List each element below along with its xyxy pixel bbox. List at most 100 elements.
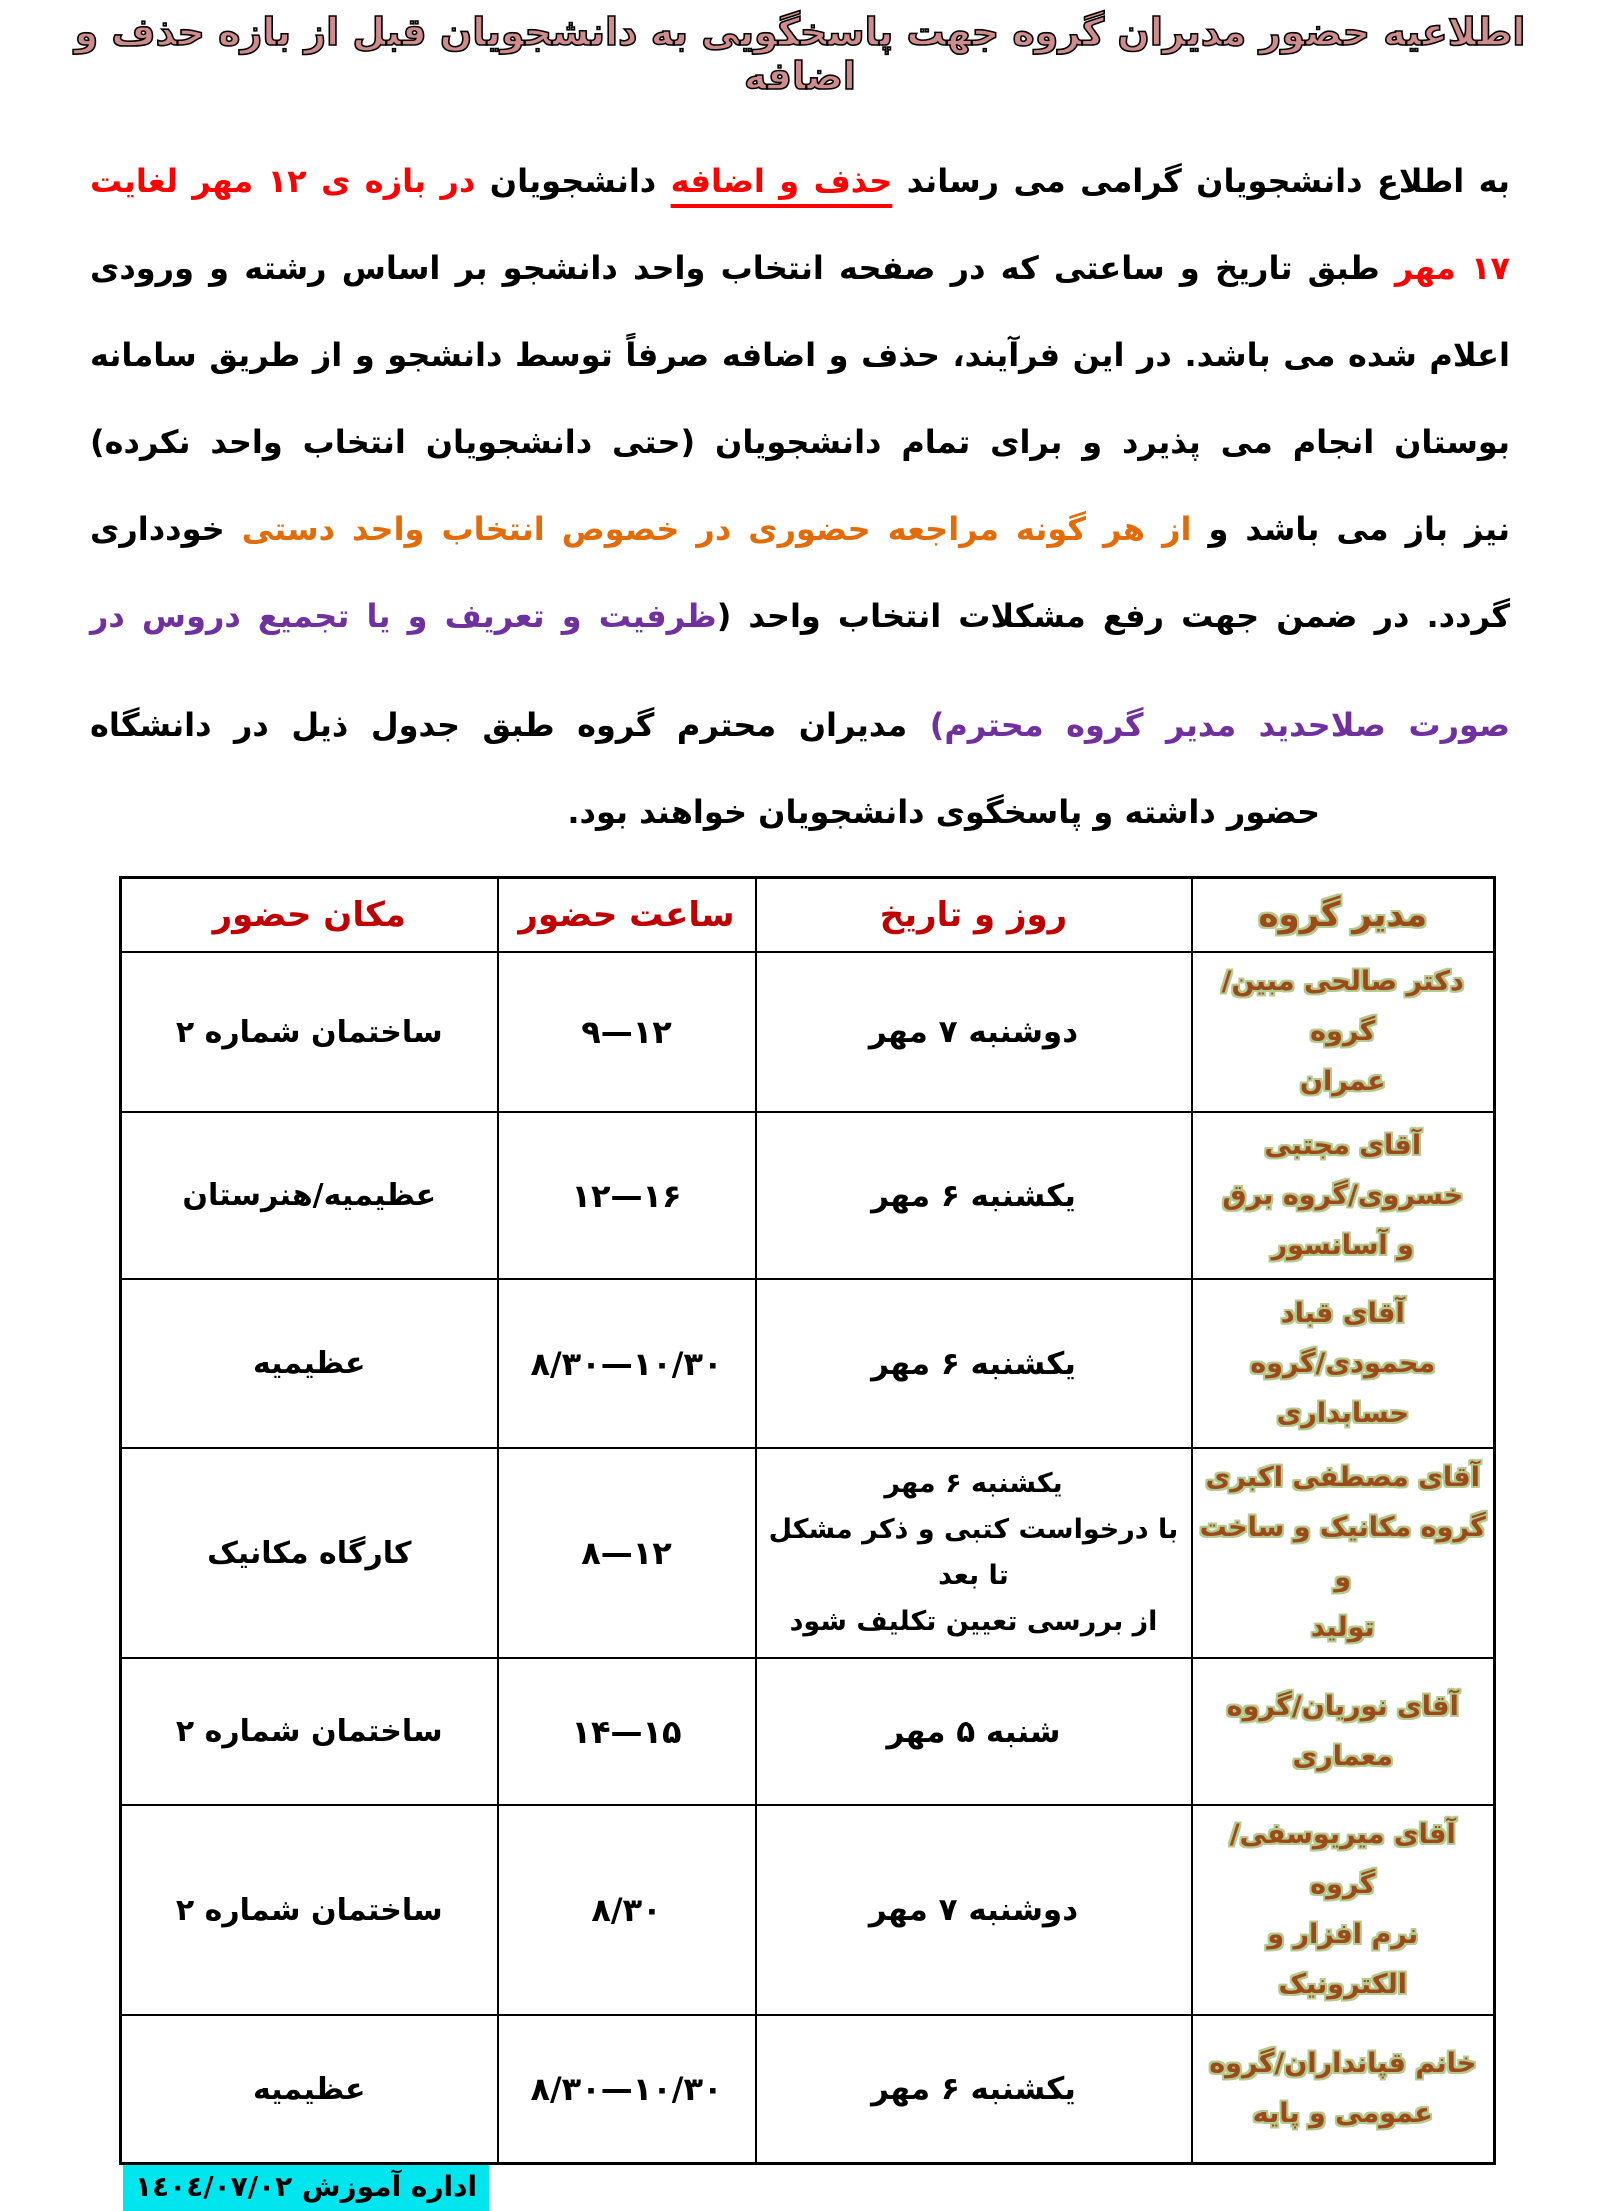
cell-place: ساختمان شماره ۲ [119, 1657, 499, 1806]
footer: اداره آموزش ١٤٠٤/٠٧/٠٢ [0, 2165, 1600, 2211]
time-value: ۱۲—۱۶ [571, 1176, 682, 1215]
page: { "title": "اطلاعیه حضور مدیران گروه جهت… [0, 9, 1600, 2211]
text-segment: مدیران محترم گروه طبق جدول ذیل در دانشگا… [90, 706, 930, 744]
paragraph-line: به اطلاع دانشجویان گرامی می رساند حذف و … [90, 138, 1510, 225]
table-row: آقای میریوسفی/گروه نرم افزار و الکترونیک د… [119, 1804, 1496, 2016]
table-row: آقای مصطفی اکبری گروه مکانیک و ساخت و تولی… [119, 1447, 1496, 1659]
text-segment: اعلام شده می باشد. در این فرآیند، حذف و … [90, 336, 1510, 374]
table-row: خانم قپانداران/گروه عمومی و پایه یکشنبه ۶ … [119, 2014, 1496, 2165]
paragraph-line: بوستان انجام می پذیرد و برای تمام دانشجو… [90, 399, 1510, 486]
cell-date: یکشنبه ۶ مهر [754, 1278, 1193, 1449]
time-value: ۹—۱۲ [581, 1013, 672, 1051]
manager-line: معماری [1292, 1740, 1394, 1772]
manager-line: آقای نوریان/گروه [1226, 1690, 1459, 1722]
date-line: دوشنبه ۷ مهر [868, 1014, 1079, 1050]
manager-line: محمودی/گروه [1250, 1347, 1436, 1379]
header-cell-generic: مکان حضور [119, 876, 499, 953]
date-line: با درخواست کتبی و ذکر مشکل تا بعد [768, 1514, 1179, 1591]
cell-manager: آقای مجتبی خسروی/گروه برق و آسانسور [1190, 1111, 1496, 1280]
table-row: آقای نوریان/گروه معماری شنبه ۵ مهر ۱۴—۱۵ ساخ… [119, 1657, 1496, 1806]
table-row: آقای قباد محمودی/گروه حسابداری یکشنبه ۶ مهر… [119, 1278, 1496, 1449]
text-segment: گردد. در ضمن جهت رفع مشکلات انتخاب واحد … [716, 597, 1511, 635]
header-cell-generic: روز و تاریخ [754, 876, 1193, 953]
manager-line: و آسانسور [1271, 1229, 1414, 1261]
manager-line: خانم قپانداران/گروه [1209, 2048, 1477, 2079]
cell-manager: دکتر صالحی مبین/گروه عمران [1190, 951, 1496, 1113]
text-segment: ۱۷ مهر [1379, 249, 1511, 287]
manager-line: آقای قباد [1280, 1297, 1405, 1329]
paragraph-line: ۱۷ مهر طبق تاریخ و ساعتی که در صفحه انتخ… [90, 225, 1510, 312]
text-segment: صورت صلاحدید مدیر گروه محترم) [929, 706, 1511, 744]
paragraph-line: صورت صلاحدید مدیر گروه محترم) مدیران محت… [90, 682, 1510, 769]
paragraph-line: حضور داشته و پاسخگوی دانشجویان خواهند بو… [90, 769, 1510, 856]
cell-time: ۸/۳۰—۱۰/۳۰ [496, 1278, 757, 1449]
date-line: دوشنبه ۷ مهر [868, 1892, 1079, 1928]
cell-time: ۱۴—۱۵ [496, 1657, 757, 1806]
date-line: یکشنبه ۶ مهر [871, 2071, 1076, 2107]
header-cell-manager: مدیر گروه [1190, 876, 1496, 953]
date-line: از بررسی تعیین تکلیف شود [789, 1606, 1158, 1637]
cell-place: ساختمان شماره ۲ [119, 951, 499, 1113]
time-value: ۸/۳۰ [591, 1891, 662, 1929]
cell-time: ۱۲—۱۶ [496, 1111, 757, 1280]
manager-line: نرم افزار و الکترونیک [1267, 1919, 1419, 2000]
date-line: شنبه ۵ مهر [886, 1713, 1061, 1750]
document-title: اطلاعیه حضور مدیران گروه جهت پاسخگویی به… [74, 9, 1526, 99]
cell-place: کارگاه مکانیک [119, 1447, 499, 1659]
cell-manager: آقای میریوسفی/گروه نرم افزار و الکترونیک [1190, 1804, 1496, 2016]
time-value: ۸/۳۰—۱۰/۳۰ [530, 2070, 723, 2108]
header-cell-generic: ساعت حضور [496, 876, 757, 953]
date-line: یکشنبه ۶ مهر [884, 1468, 1063, 1499]
manager-line: عمومی و پایه [1252, 2098, 1433, 2129]
manager-line: دکتر صالحی مبین/گروه [1221, 966, 1464, 1047]
cell-date: یکشنبه ۶ مهر [754, 2014, 1193, 2165]
cell-date: دوشنبه ۷ مهر [754, 1804, 1193, 2016]
cell-date: دوشنبه ۷ مهر [754, 951, 1193, 1113]
manager-line: خسروی/گروه برق [1222, 1179, 1464, 1211]
time-value: ۸—۱۲ [581, 1534, 672, 1572]
table-row: آقای مجتبی خسروی/گروه برق و آسانسور یکشنبه … [119, 1111, 1496, 1280]
text-segment: حذف و اضافه [670, 162, 893, 200]
manager-line: آقای مصطفی اکبری [1205, 1462, 1480, 1493]
paragraph-line: گردد. در ضمن جهت رفع مشکلات انتخاب واحد … [90, 573, 1510, 660]
text-segment: طبق تاریخ و ساعتی که در صفحه انتخاب واحد… [90, 249, 1380, 287]
table-row: دکتر صالحی مبین/گروه عمران دوشنبه ۷ مهر ۹—۱… [119, 951, 1496, 1113]
cell-time: ۸/۳۰—۱۰/۳۰ [496, 2014, 757, 2165]
footer-highlight: اداره آموزش ١٤٠٤/٠٧/٠٢ [123, 2165, 490, 2211]
cell-time: ۸—۱۲ [496, 1447, 757, 1659]
manager-line: آقای میریوسفی/گروه [1229, 1819, 1456, 1900]
cell-place: عظیمیه [119, 2014, 499, 2165]
cell-date: یکشنبه ۶ مهر [754, 1111, 1193, 1280]
cell-place: عظیمیه/هنرستان [119, 1111, 499, 1280]
text-segment: بوستان انجام می پذیرد و برای تمام دانشجو… [90, 423, 1510, 461]
schedule-table: مدیر گروه روز و تاریخ ساعت حضور مکان حضور د… [119, 876, 1496, 2165]
text-segment: خودداری [90, 510, 242, 548]
manager-line: گروه مکانیک و ساخت و [1199, 1512, 1486, 1593]
text-segment: دانشجویان [475, 162, 671, 200]
manager-line: حسابداری [1276, 1397, 1409, 1429]
cell-date: یکشنبه ۶ مهر با درخواست کتبی و ذکر مشکل ت… [754, 1447, 1193, 1659]
text-segment: ظرفیت و تعریف و یا تجمیع دروس در [90, 597, 717, 635]
cell-place: عظیمیه [119, 1278, 499, 1449]
date-line: یکشنبه ۶ مهر [871, 1345, 1076, 1382]
text-segment: حضور داشته و پاسخگوی دانشجویان خواهند بو… [567, 793, 1320, 831]
table-header-row: مدیر گروه روز و تاریخ ساعت حضور مکان حضور [119, 876, 1496, 953]
date-line: یکشنبه ۶ مهر [871, 1177, 1076, 1214]
cell-manager: آقای مصطفی اکبری گروه مکانیک و ساخت و تولی… [1190, 1447, 1496, 1659]
time-value: ۸/۳۰—۱۰/۳۰ [530, 1344, 723, 1383]
cell-time: ۸/۳۰ [496, 1804, 757, 2016]
text-segment: به اطلاع دانشجویان گرامی می رساند [892, 162, 1511, 200]
manager-line: تولید [1310, 1612, 1375, 1643]
text-segment: نیز باز می باشد و [1191, 510, 1511, 548]
cell-date: شنبه ۵ مهر [754, 1657, 1193, 1806]
text-segment: در بازه ی ۱۲ مهر لغایت [90, 162, 476, 200]
paragraph-line: اعلام شده می باشد. در این فرآیند، حذف و … [90, 312, 1510, 399]
cell-manager: آقای نوریان/گروه معماری [1190, 1657, 1496, 1806]
manager-line: عمران [1299, 1066, 1386, 1097]
text-segment: از هر گونه مراجعه حضوری در خصوص انتخاب و… [241, 510, 1192, 548]
time-value: ۱۴—۱۵ [571, 1712, 682, 1751]
cell-manager: خانم قپانداران/گروه عمومی و پایه [1190, 2014, 1496, 2165]
announcement-paragraph: به اطلاع دانشجویان گرامی می رساند حذف و … [90, 138, 1510, 856]
paragraph-line: نیز باز می باشد و از هر گونه مراجعه حضور… [90, 486, 1510, 573]
cell-time: ۹—۱۲ [496, 951, 757, 1113]
